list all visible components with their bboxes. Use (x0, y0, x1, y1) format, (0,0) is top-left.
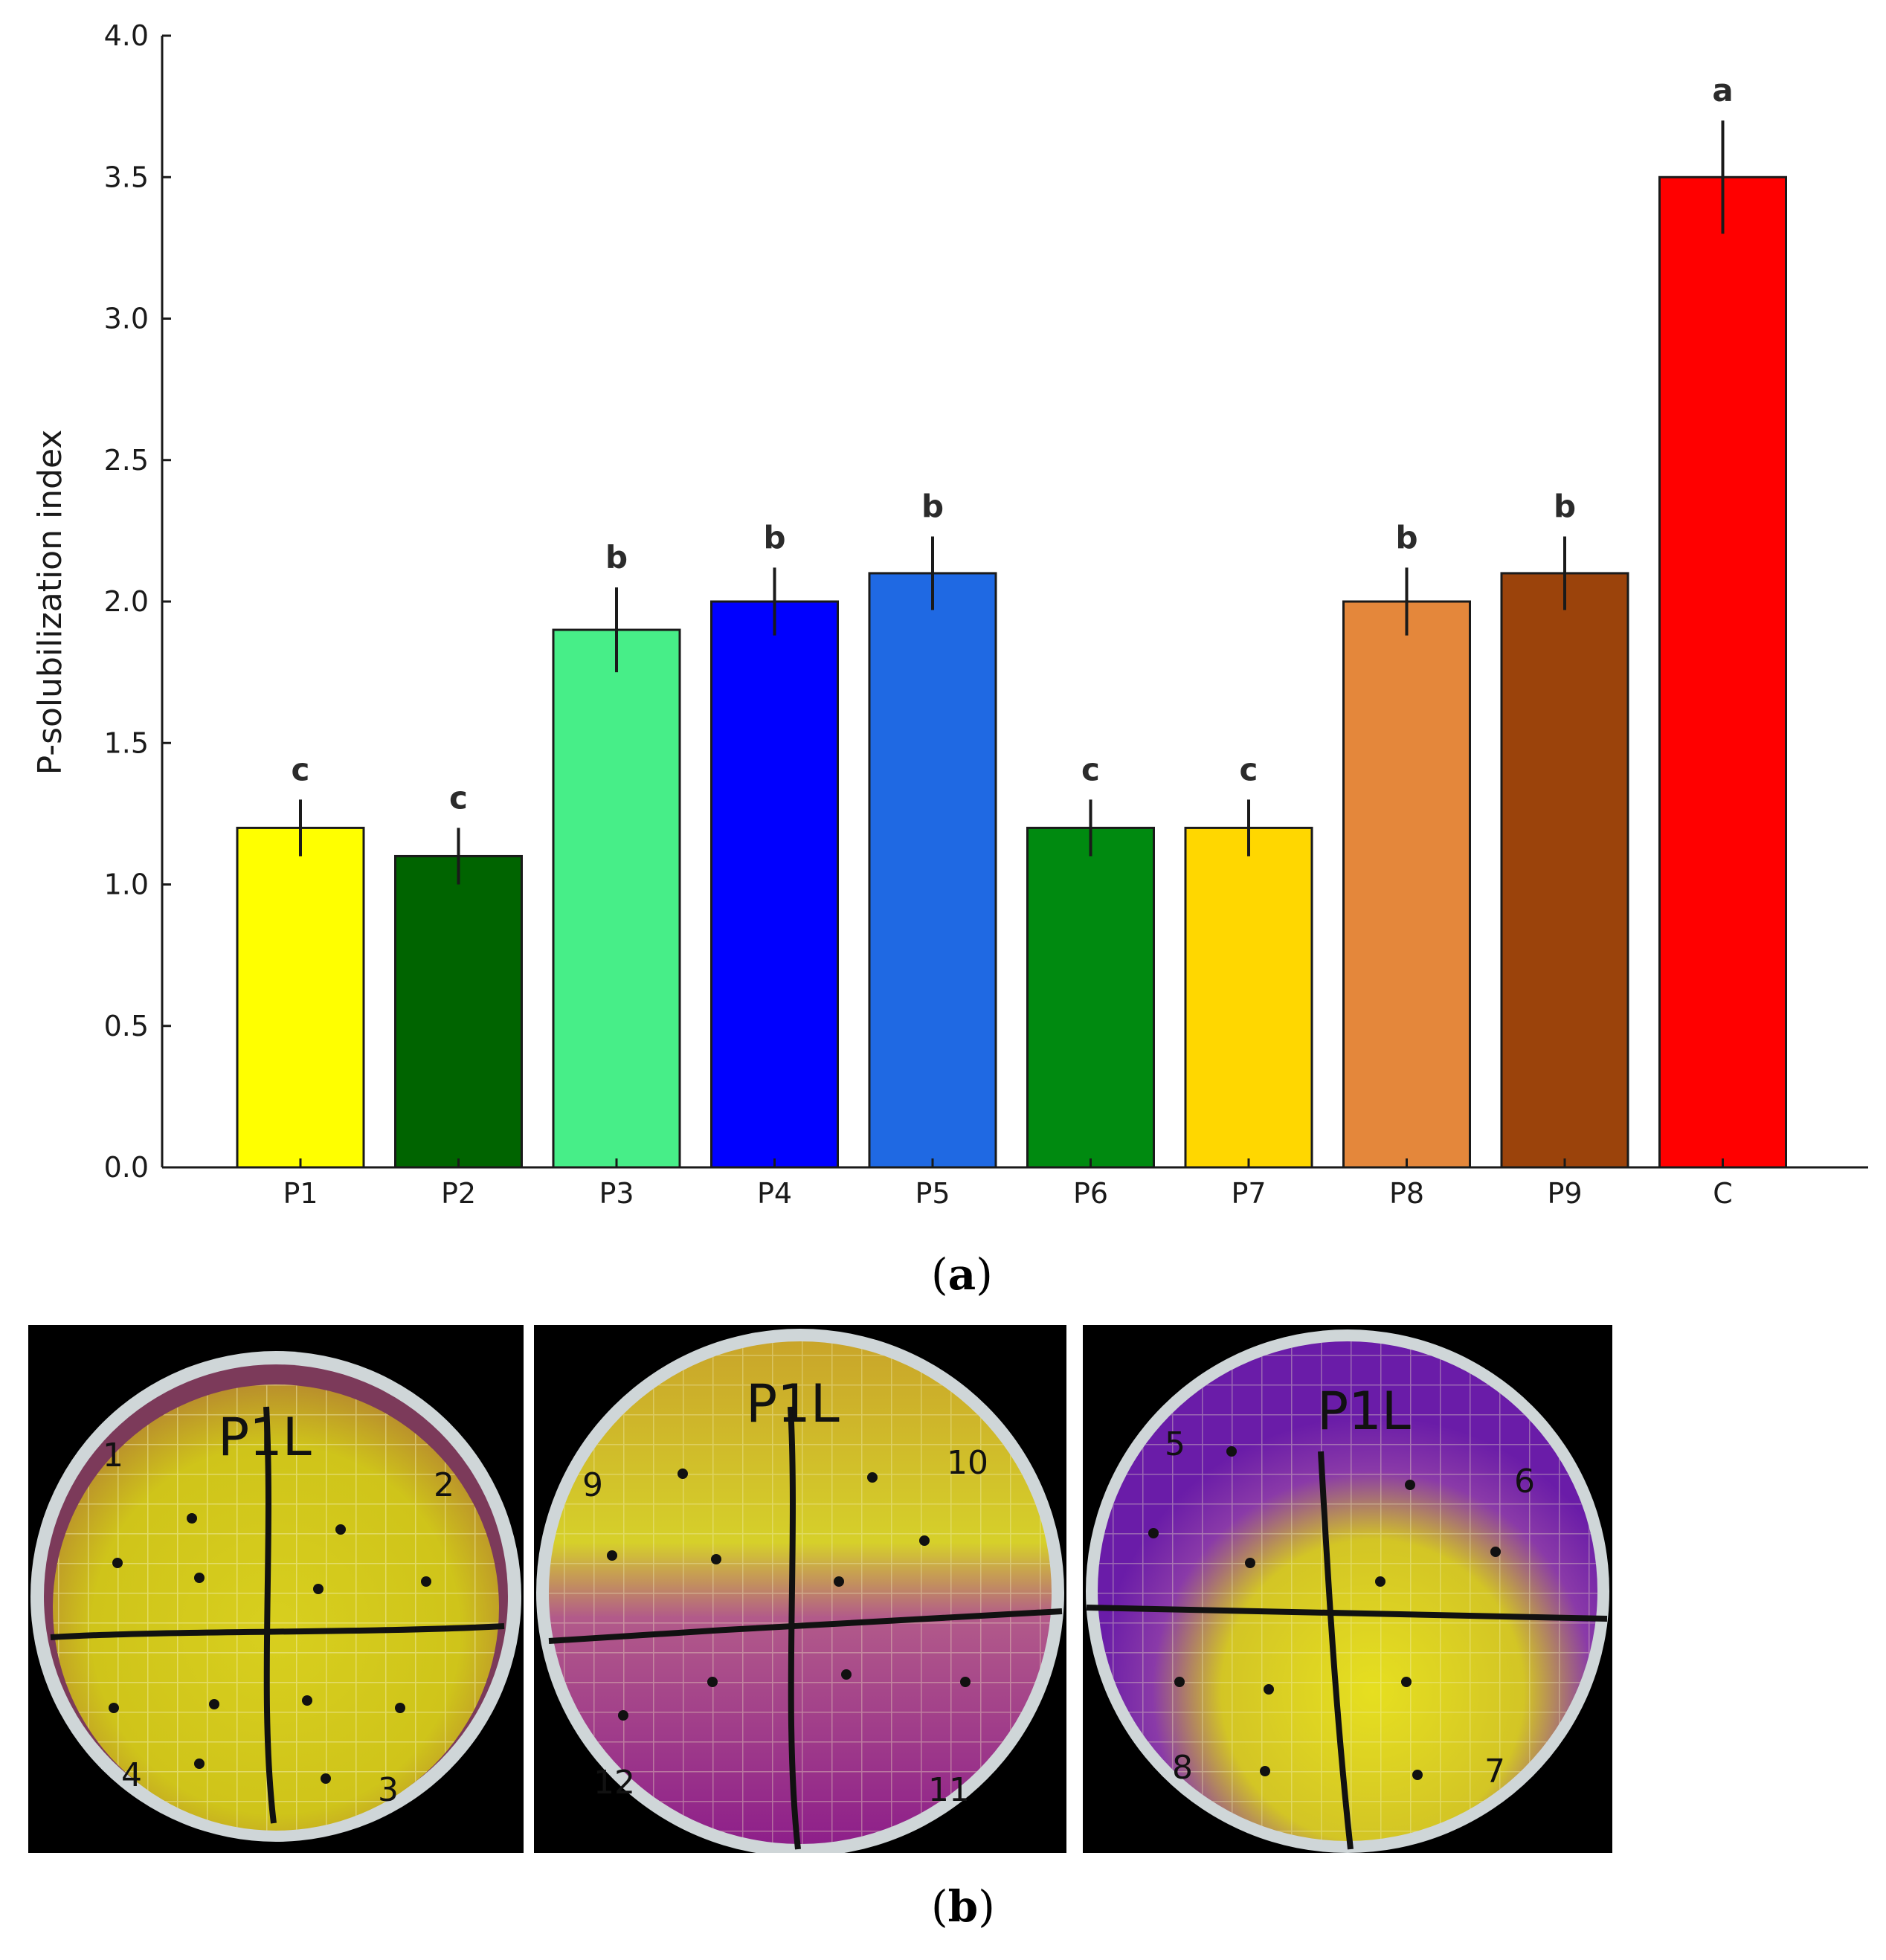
caption-b-open: ( (931, 1881, 948, 1932)
plate-3-mark-4: 8 (1172, 1749, 1193, 1787)
x-tick-label-P8: P8 (1389, 1177, 1424, 1210)
y-tick-label: 4.0 (104, 19, 149, 52)
bar-chart: c c b b b c c b b a 0.0 0.5 1.0 1.5 2.0 2.5 3.0 3.5 4.0 P1… (31, 19, 1868, 1210)
bar-P2 (394, 854, 523, 1169)
y-tick-label: 1.5 (104, 726, 149, 759)
significance-label-P1: c (292, 751, 310, 787)
plate-2-mark-1: 9 (582, 1466, 603, 1504)
x-tick-label-P7: P7 (1231, 1177, 1266, 1210)
plate-3-mark-3: 7 (1484, 1753, 1505, 1790)
y-tick-label: 2.0 (104, 585, 149, 618)
y-tick-label: 3.0 (104, 303, 149, 335)
plate-1-mark-4: 4 (121, 1756, 142, 1794)
plate-photo-2: P1L 9 10 11 12 (534, 1325, 1066, 1853)
x-tick-label-P6: P6 (1073, 1177, 1108, 1210)
x-tick-label-C: C (1713, 1177, 1733, 1210)
plate-2-mark-3: 11 (928, 1771, 970, 1809)
bar-P9 (1500, 572, 1629, 1169)
x-tick-label-P2: P2 (441, 1177, 476, 1210)
y-tick-label: 1.0 (104, 868, 149, 901)
caption-b: (b) (931, 1881, 995, 1932)
x-tick-label-P9: P9 (1547, 1177, 1582, 1210)
plate-1-mark-1: 1 (103, 1437, 123, 1474)
x-tick-label-P3: P3 (599, 1177, 634, 1210)
significance-label-P3: b (605, 539, 628, 576)
plate-3-mark-1: 5 (1165, 1425, 1185, 1463)
plate-2-title: P1L (746, 1373, 840, 1434)
bar-C (1658, 175, 1787, 1169)
bar-P5 (868, 572, 997, 1169)
significance-label-P5: b (921, 488, 944, 524)
plate-2-mark-2: 10 (947, 1444, 988, 1482)
plate-photo-1: P1L 1 2 3 4 (28, 1325, 524, 1853)
plate-1-mark-3: 3 (378, 1771, 399, 1809)
caption-a-close: ) (976, 1249, 993, 1300)
y-axis-label: P-solubilization index (31, 430, 69, 776)
caption-a-letter: a (947, 1249, 976, 1300)
x-tick-label-P1: P1 (283, 1177, 318, 1210)
significance-label-P8: b (1395, 519, 1417, 555)
plate-1-mark-2: 2 (434, 1466, 454, 1504)
y-tick-label: 2.5 (104, 444, 149, 477)
plate-2-mark-4: 12 (593, 1764, 635, 1802)
caption-b-letter: b (947, 1881, 979, 1932)
bar-P3 (552, 628, 681, 1169)
y-tick-label: 0.0 (104, 1151, 149, 1184)
caption-a: (a) (931, 1249, 993, 1300)
caption-b-close: ) (978, 1881, 995, 1932)
bar-P1 (236, 826, 365, 1169)
plate-3-mark-2: 6 (1514, 1463, 1535, 1500)
significance-label-P6: c (1081, 751, 1100, 787)
plate-1-title: P1L (218, 1407, 312, 1468)
bar-P4 (710, 600, 839, 1169)
x-tick-label-P4: P4 (757, 1177, 792, 1210)
y-tick-label: 0.5 (104, 1010, 149, 1042)
bar-P7 (1184, 826, 1313, 1169)
y-tick-label: 3.5 (104, 161, 149, 193)
plate-photo-3: P1L 5 6 7 8 (1083, 1325, 1612, 1853)
significance-label-P7: c (1240, 751, 1258, 787)
significance-label-P4: b (763, 519, 785, 555)
bar-P8 (1342, 600, 1471, 1169)
x-tick-label-P5: P5 (915, 1177, 950, 1210)
caption-a-open: ( (931, 1249, 948, 1300)
significance-label-P2: c (449, 779, 468, 816)
significance-label-C: a (1712, 72, 1733, 109)
significance-label-P9: b (1554, 488, 1576, 524)
plate-3-title: P1L (1317, 1381, 1411, 1442)
bar-P6 (1026, 826, 1155, 1169)
